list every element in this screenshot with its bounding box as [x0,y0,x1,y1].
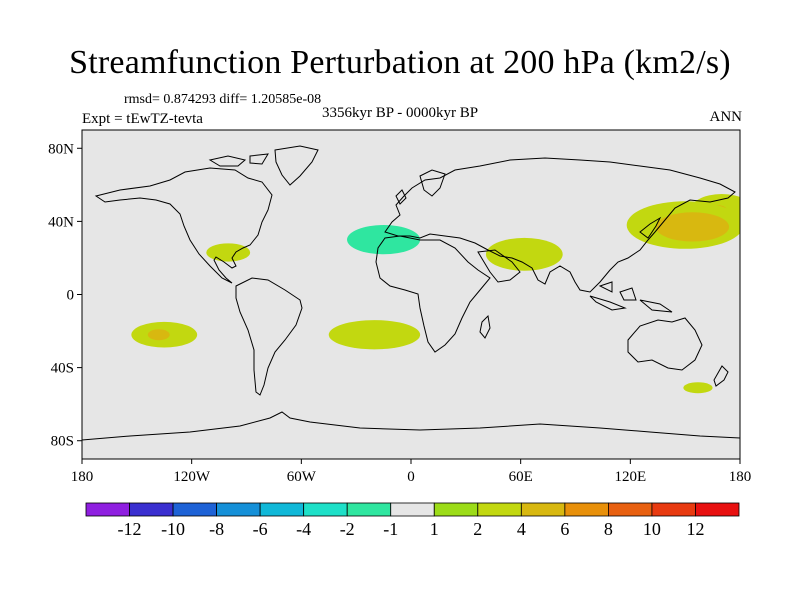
coastline-antarctica [82,411,740,441]
colorbar-label-1: -10 [161,519,185,539]
colorbar-box-10 [520,502,566,517]
x-tick-label-1: 120W [173,469,211,485]
y-tick-label-2: 0 [67,288,75,304]
field-feature-2 [109,197,256,235]
x-tick-label-0: 180 [71,469,94,485]
coastline-arabia [477,249,521,283]
field-feature-9 [160,296,242,319]
field-feature-8 [655,212,730,242]
colorbar-label-13: 12 [686,519,704,539]
y-tick-label-1: 40N [48,214,74,230]
x-tick-label-4: 60E [509,469,533,485]
coastlines [82,145,740,441]
colorbar-box-1 [129,502,174,517]
colorbar-box-3 [216,502,261,517]
colorbar-box-5 [303,502,348,517]
coastline-scandinavia [419,169,446,197]
colorbar-box-12 [608,502,653,517]
plot-title: Streamfunction Perturbation at 200 hPa (… [69,44,731,81]
colorbar-box-7 [390,502,435,517]
coastline-maritime-continent [589,281,673,313]
colorbar-label-8: 2 [473,519,482,539]
colorbar-label-7: 1 [430,519,439,539]
x-tick-label-6: 180 [729,469,752,485]
colorbar-label-3: -6 [253,519,268,539]
field-feature-13 [328,320,421,350]
colorbar-label-4: -4 [296,519,311,539]
colorbar-box-6 [346,502,392,517]
field-feature-12 [147,329,170,341]
colorbar-label-0: -12 [118,519,142,539]
experiment-label: Expt = tEwTZ-tevta [82,111,203,127]
coastline-africa [375,235,491,353]
rmsd-diff-stats: rmsd= 0.874293 diff= 1.20585e-08 [124,92,322,107]
field-feature-15 [136,384,210,406]
colorbar-label-5: -2 [340,519,355,539]
coastline-eurasia [384,157,736,293]
field-feature-14 [557,331,740,368]
x-tick-label-2: 60W [287,469,317,485]
colorbar-label-12: 10 [643,519,661,539]
colorbar: -12 -10 -8 -6 -4 -2 -1 1 2 4 6 8 10 12 [85,502,740,539]
season-label: ANN [709,109,743,125]
coastline-british-isles [395,189,407,205]
field-feature-6 [485,237,563,271]
coastline-madagascar [479,314,491,339]
colorbar-label-2: -8 [209,519,224,539]
colorbar-label-10: 6 [560,519,569,539]
coastline-australia [627,317,703,371]
colorbar-box-9 [477,502,522,517]
time-period-label: 3356kyr BP - 0000kyr BP [322,105,479,121]
colorbar-box-8 [433,502,479,517]
colorbar-box-0 [85,502,130,517]
colorbar-label-11: 8 [604,519,613,539]
x-tick-label-3: 0 [407,469,415,485]
coastline-new-zealand [713,365,729,387]
colorbar-label-9: 4 [517,519,526,539]
colorbar-box-11 [564,502,609,517]
map-background [82,130,740,459]
colorbar-box-2 [172,502,217,517]
coastline-south-america [235,277,303,396]
colorbar-label-6: -1 [383,519,398,539]
x-tick-label-5: 120E [614,469,646,485]
coastline-greenland [274,145,319,186]
y-tick-label-3: 40S [51,361,74,377]
coastline-japan [639,216,662,239]
coastline-arctic-islands [208,153,269,167]
y-tick-label-4: 80S [51,434,74,450]
colorbar-box-4 [259,502,305,517]
colorbar-box-13 [651,502,696,517]
y-tick-label-0: 80N [48,141,74,157]
coastline-north-america [94,167,273,284]
field-feature-5 [206,243,251,262]
field-feature-16 [683,382,713,394]
colorbar-box-14 [695,502,740,517]
